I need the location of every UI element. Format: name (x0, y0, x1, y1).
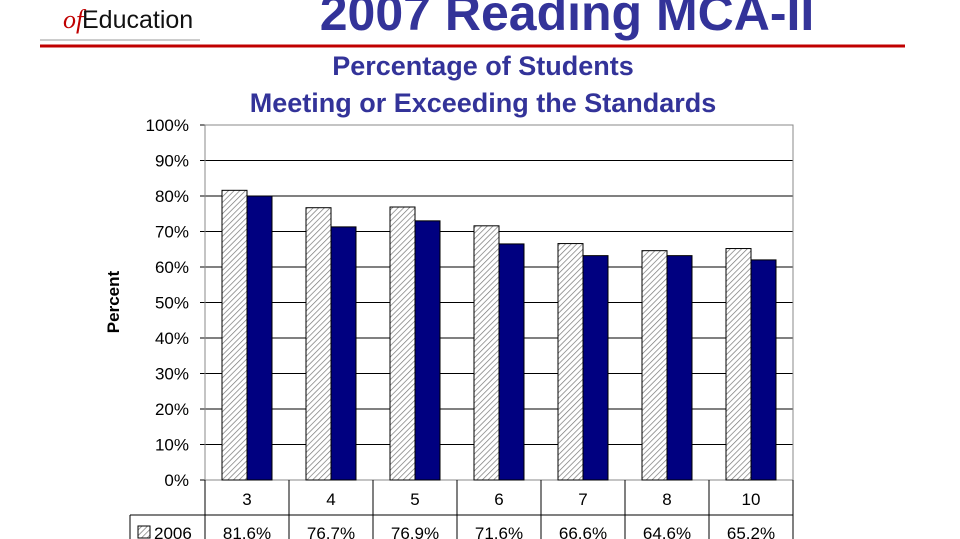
legend-swatch (137, 525, 151, 539)
x-tick-label: 4 (326, 490, 335, 509)
x-tick-label: 7 (578, 490, 587, 509)
bar (414, 220, 441, 481)
x-tick-label: 10 (742, 490, 761, 509)
bar (221, 189, 248, 481)
table-value: 76.7% (307, 524, 355, 539)
y-tick-label: 80% (155, 187, 189, 206)
chart-title: Percentage of Students (332, 51, 634, 81)
bar (725, 248, 752, 481)
table-value: 65.2% (727, 524, 775, 539)
y-tick-label: 0% (164, 471, 189, 490)
x-tick-label: 5 (410, 490, 419, 509)
legend-label: 2006 (154, 524, 192, 539)
table-value: 81.6% (223, 524, 271, 539)
bar (582, 255, 609, 481)
bar (330, 226, 357, 481)
slide-title: 2007 Reading MCA-II (320, 0, 815, 41)
bar (473, 225, 500, 481)
bar (305, 207, 332, 481)
logo-name: Education (82, 6, 193, 34)
y-tick-label: 30% (155, 365, 189, 384)
bar (498, 243, 525, 481)
x-tick-label: 8 (662, 490, 671, 509)
bar (557, 243, 584, 481)
x-tick-label: 3 (242, 490, 251, 509)
bar (641, 250, 668, 481)
x-tick-label: 6 (494, 490, 503, 509)
y-tick-label: 20% (155, 400, 189, 419)
table-value: 66.6% (559, 524, 607, 539)
y-tick-label: 70% (155, 223, 189, 242)
table-value: 76.9% (391, 524, 439, 539)
y-tick-label: 90% (155, 152, 189, 171)
table-value: 64.6% (643, 524, 691, 539)
table-value: 71.6% (475, 524, 523, 539)
y-tick-label: 50% (155, 294, 189, 313)
y-axis-label: Percent (104, 270, 123, 333)
logo-prefix: of (63, 5, 87, 34)
bar (750, 259, 777, 481)
bar (246, 195, 273, 481)
bar (666, 255, 693, 481)
y-tick-label: 10% (155, 436, 189, 455)
y-tick-label: 60% (155, 258, 189, 277)
chart-subtitle: Meeting or Exceeding the Standards (250, 88, 717, 118)
bar (389, 206, 416, 481)
y-tick-label: 40% (155, 329, 189, 348)
y-tick-label: 100% (146, 116, 189, 135)
